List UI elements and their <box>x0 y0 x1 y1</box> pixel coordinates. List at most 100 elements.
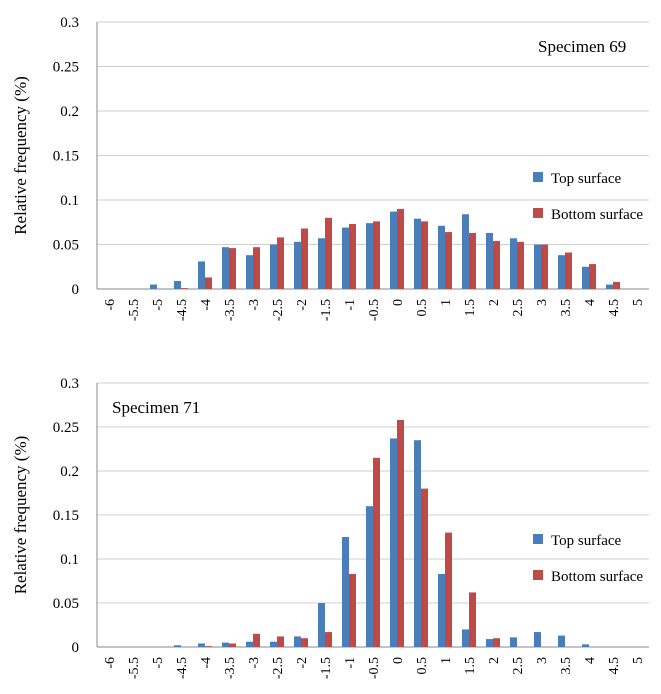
x-tick-label: -1 <box>343 299 358 311</box>
x-tick-label: 4.5 <box>607 657 622 675</box>
bar-top-surface <box>150 284 157 289</box>
x-tick-label: 1 <box>439 299 454 306</box>
bar-bottom-surface <box>373 221 380 289</box>
bar-top-surface <box>582 266 589 289</box>
x-tick-label: -3 <box>247 299 262 311</box>
bar-top-surface <box>438 573 445 647</box>
x-tick-label: -4.5 <box>175 299 190 321</box>
x-tick-label: 5 <box>631 299 646 306</box>
bar-bottom-surface <box>565 252 572 289</box>
x-tick-label: -2.5 <box>271 657 286 679</box>
bar-top-surface <box>318 238 325 289</box>
bar-top-surface <box>462 214 469 289</box>
bar-top-surface <box>222 247 229 289</box>
x-tick-label: -1.5 <box>319 299 334 321</box>
bar-top-surface <box>510 238 517 289</box>
x-tick-label: -4 <box>199 299 214 311</box>
x-tick-label: 0 <box>391 299 406 306</box>
x-tick-label: -5 <box>151 299 166 311</box>
specimen-annotation: Specimen 71 <box>112 398 200 417</box>
bar-top-surface <box>558 255 565 289</box>
bar-top-surface <box>534 244 541 289</box>
x-tick-label: 3 <box>535 657 550 664</box>
x-tick-label: 4.5 <box>607 299 622 317</box>
y-tick-label: 0.1 <box>60 193 79 209</box>
legend-label: Top surface <box>551 533 622 549</box>
y-tick-label: 0.2 <box>60 104 79 120</box>
legend-swatch <box>533 208 543 218</box>
y-tick-label: 0.05 <box>53 238 79 254</box>
bar-bottom-surface <box>253 247 260 289</box>
chart-panel-1: 0 0.05 0.1 0.15 0.2 0.25 0.3 Relative frequency… <box>11 15 649 321</box>
bar-bottom-surface <box>373 457 380 647</box>
bar-top-surface <box>174 280 181 289</box>
y-tick-label: 0 <box>72 282 80 298</box>
bar-top-surface <box>270 244 277 289</box>
bar-bottom-surface <box>349 573 356 647</box>
x-tick-label: 3.5 <box>559 299 574 317</box>
bar-top-surface <box>294 241 301 289</box>
bar-bottom-surface <box>613 281 620 289</box>
x-tick-label: -6 <box>103 657 118 669</box>
bar-top-surface <box>486 639 493 647</box>
y-tick-label: 0.2 <box>60 464 79 480</box>
bar-top-surface <box>342 537 349 647</box>
x-tick-label: -2.5 <box>271 299 286 321</box>
x-tick-label: 1 <box>439 657 454 664</box>
bar-bottom-surface <box>325 632 332 647</box>
x-tick-label: -5.5 <box>127 657 142 679</box>
bar-bottom-surface <box>469 592 476 647</box>
bar-top-surface <box>414 440 421 647</box>
x-tick-label: 1.5 <box>463 657 478 675</box>
bar-top-surface <box>270 641 277 647</box>
legend-swatch <box>533 570 543 580</box>
x-tick-label: 4 <box>583 657 598 664</box>
bar-top-surface <box>606 284 613 289</box>
y-axis-label: Relative frequency (%) <box>11 76 30 235</box>
x-tick-label: -5 <box>151 657 166 669</box>
y-tick-label: 0.15 <box>53 508 79 524</box>
bar-top-surface <box>534 632 541 647</box>
legend-label: Top surface <box>551 171 622 187</box>
bar-bottom-surface <box>421 221 428 289</box>
bar-bottom-surface <box>469 232 476 289</box>
bar-bottom-surface <box>493 638 500 647</box>
bar-bottom-surface <box>397 208 404 289</box>
bar-top-surface <box>414 218 421 289</box>
bar-top-surface <box>366 506 373 647</box>
legend-swatch <box>533 534 543 544</box>
y-tick-label: 0.25 <box>53 420 79 436</box>
x-tick-label: 1.5 <box>463 299 478 317</box>
bar-top-surface <box>558 635 565 647</box>
x-tick-label: 3 <box>535 299 550 306</box>
x-tick-label: 4 <box>583 299 598 306</box>
x-tick-label: -3.5 <box>223 657 238 679</box>
x-tick-label: -0.5 <box>367 299 382 321</box>
bar-top-surface <box>246 255 253 289</box>
x-tick-label: -0.5 <box>367 657 382 679</box>
bar-bottom-surface <box>445 532 452 647</box>
x-tick-label: 0.5 <box>415 657 430 675</box>
bar-top-surface <box>390 211 397 289</box>
x-tick-label: -4 <box>199 657 214 669</box>
bar-bottom-surface <box>301 638 308 647</box>
legend-label: Bottom surface <box>551 207 643 223</box>
x-tick-label: -3.5 <box>223 299 238 321</box>
x-tick-label: 5 <box>631 657 646 664</box>
bar-bottom-surface <box>349 224 356 289</box>
x-tick-label: 2.5 <box>511 299 526 317</box>
chart-panel-2: 0 0.05 0.1 0.15 0.2 0.25 0.3 Relative frequency… <box>11 376 649 679</box>
bar-top-surface <box>390 438 397 647</box>
y-tick-label: 0 <box>72 640 80 656</box>
bar-bottom-surface <box>205 646 212 647</box>
bar-bottom-surface <box>229 643 236 647</box>
y-axis-label: Relative frequency (%) <box>11 436 30 595</box>
x-tick-label: 2.5 <box>511 657 526 675</box>
bar-bottom-surface <box>325 217 332 289</box>
x-tick-label: 0 <box>391 657 406 664</box>
y-tick-label: 0.1 <box>60 552 79 568</box>
bar-top-surface <box>294 636 301 647</box>
bar-top-surface <box>582 644 589 647</box>
bar-bottom-surface <box>589 264 596 289</box>
x-tick-label: -1 <box>343 657 358 669</box>
